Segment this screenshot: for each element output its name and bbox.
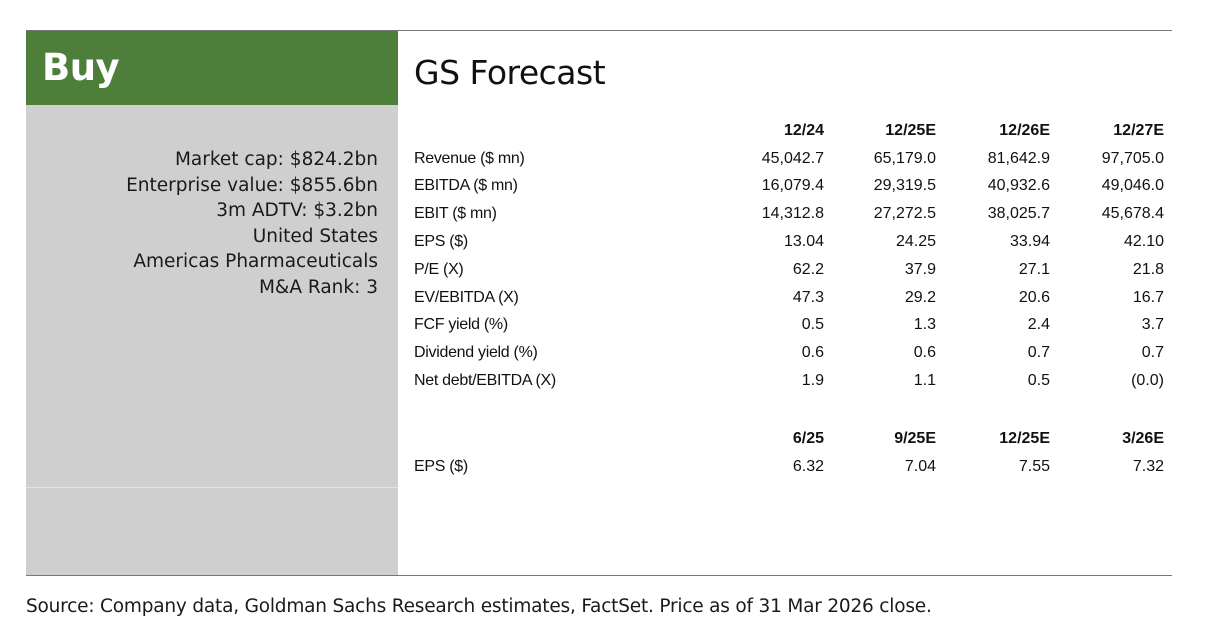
company-info-list: Market cap: $824.2bn Enterprise value: $… <box>126 147 378 300</box>
row-label: FCF yield (%) <box>414 316 508 333</box>
table-cell: 7.55 <box>1018 458 1050 475</box>
table-row: Dividend yield (%) 0.6 0.6 0.7 0.7 <box>414 340 1172 366</box>
table-row: EBITDA ($ mn) 16,079.4 29,319.5 40,932.6… <box>414 173 1172 199</box>
table-cell: 20.6 <box>1018 289 1050 306</box>
column-header: 12/24 <box>783 122 824 139</box>
table-row: P/E (X) 62.2 37.9 27.1 21.8 <box>414 257 1172 283</box>
source-note: Source: Company data, Goldman Sachs Rese… <box>26 596 932 617</box>
table-cell: 1.9 <box>801 372 824 389</box>
table-cell: 33.94 <box>1009 233 1050 250</box>
table-row: EPS ($) 13.04 24.25 33.94 42.10 <box>414 229 1172 255</box>
row-label: EV/EBITDA (X) <box>414 289 519 306</box>
table-cell: 27,272.5 <box>873 205 936 222</box>
company-info-panel: Buy Market cap: $824.2bn Enterprise valu… <box>26 31 398 575</box>
table-cell: 21.8 <box>1132 261 1164 278</box>
sector: Americas Pharmaceuticals <box>133 251 378 272</box>
row-label: Dividend yield (%) <box>414 344 538 361</box>
row-label: EBITDA ($ mn) <box>414 177 518 194</box>
table-cell: 81,642.9 <box>987 150 1050 167</box>
rating-badge: Buy <box>26 31 398 105</box>
table-row: EBIT ($ mn) 14,312.8 27,272.5 38,025.7 4… <box>414 201 1172 227</box>
column-header: 12/25E <box>885 122 936 139</box>
table-cell: 45,042.7 <box>761 150 824 167</box>
annual-header-row: 12/24 12/25E 12/26E 12/27E <box>414 118 1172 144</box>
table-cell: (0.0) <box>1131 372 1164 389</box>
row-label: Net debt/EBITDA (X) <box>414 372 556 389</box>
table-row: FCF yield (%) 0.5 1.3 2.4 3.7 <box>414 312 1172 338</box>
country: United States <box>252 225 378 247</box>
summary-panel: Buy Market cap: $824.2bn Enterprise valu… <box>26 30 1172 576</box>
table-cell: 65,179.0 <box>873 150 936 167</box>
table-cell: 37.9 <box>904 261 936 278</box>
row-label: Revenue ($ mn) <box>414 150 525 167</box>
column-header: 12/26E <box>999 122 1050 139</box>
table-cell: 27.1 <box>1018 261 1050 278</box>
table-cell: 14,312.8 <box>761 205 824 222</box>
table-cell: 49,046.0 <box>1101 177 1164 194</box>
table-cell: 7.04 <box>904 458 936 475</box>
table-cell: 16,079.4 <box>761 177 824 194</box>
table-cell: 3.7 <box>1141 316 1164 333</box>
table-cell: 7.32 <box>1132 458 1164 475</box>
ma-rank: M&A Rank: 3 <box>258 276 378 298</box>
table-cell: 29.2 <box>904 289 936 306</box>
table-row: Revenue ($ mn) 45,042.7 65,179.0 81,642.… <box>414 146 1172 172</box>
table-cell: 0.6 <box>801 344 824 361</box>
table-cell: 0.7 <box>1027 344 1050 361</box>
divider <box>26 487 398 488</box>
table-cell: 47.3 <box>792 289 824 306</box>
table-cell: 1.1 <box>913 372 936 389</box>
table-row: Net debt/EBITDA (X) 1.9 1.1 0.5 (0.0) <box>414 368 1172 394</box>
quarterly-header-row: 6/25 9/25E 12/25E 3/26E <box>414 426 1172 452</box>
table-cell: 24.25 <box>895 233 936 250</box>
column-header: 12/27E <box>1113 122 1164 139</box>
column-header: 6/25 <box>792 430 824 447</box>
market-cap: Market cap: $824.2bn <box>174 149 378 170</box>
table-cell: 1.3 <box>913 316 936 333</box>
table-cell: 0.5 <box>801 316 824 333</box>
row-label: EPS ($) <box>414 233 468 250</box>
row-label: EPS ($) <box>414 458 468 475</box>
row-label: P/E (X) <box>414 261 464 278</box>
table-cell: 16.7 <box>1132 289 1164 306</box>
enterprise-value: Enterprise value: $855.6bn <box>126 174 378 196</box>
table-cell: 0.7 <box>1141 344 1164 361</box>
column-header: 12/25E <box>999 430 1050 447</box>
table-cell: 40,932.6 <box>987 177 1050 194</box>
table-row: EV/EBITDA (X) 47.3 29.2 20.6 16.7 <box>414 285 1172 311</box>
table-cell: 45,678.4 <box>1101 205 1164 222</box>
table-cell: 29,319.5 <box>873 177 936 194</box>
forecast-panel: GS Forecast 12/24 12/25E 12/26E 12/27E R… <box>398 31 1172 575</box>
table-cell: 62.2 <box>792 261 824 278</box>
table-cell: 13.04 <box>783 233 824 250</box>
table-cell: 0.5 <box>1027 372 1050 389</box>
table-row: EPS ($) 6.32 7.04 7.55 7.32 <box>414 454 1172 480</box>
table-cell: 0.6 <box>913 344 936 361</box>
adtv: 3m ADTV: $3.2bn <box>216 200 378 221</box>
table-cell: 2.4 <box>1027 316 1050 333</box>
column-header: 9/25E <box>894 430 936 447</box>
table-cell: 97,705.0 <box>1101 150 1164 167</box>
table-cell: 42.10 <box>1123 233 1164 250</box>
forecast-title: GS Forecast <box>414 53 606 92</box>
row-label: EBIT ($ mn) <box>414 205 497 222</box>
table-cell: 6.32 <box>792 458 824 475</box>
table-cell: 38,025.7 <box>987 205 1050 222</box>
column-header: 3/26E <box>1122 430 1164 447</box>
